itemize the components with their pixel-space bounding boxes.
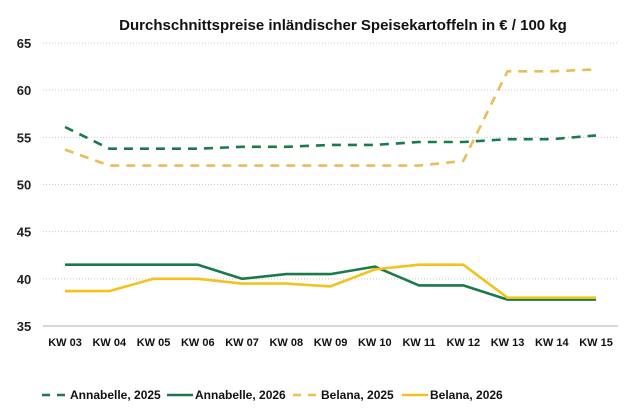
legend-item: Annabelle, 2025 bbox=[42, 388, 161, 402]
x-tick-label: KW 15 bbox=[579, 337, 613, 349]
x-tick-label: KW 06 bbox=[181, 337, 215, 349]
series-line-belana-2025 bbox=[64, 68, 597, 167]
legend-item: Belana, 2026 bbox=[402, 388, 503, 402]
legend-item: Belana, 2025 bbox=[293, 388, 394, 402]
y-tick-label: 35 bbox=[17, 319, 31, 334]
x-tick-label: KW 10 bbox=[358, 337, 392, 349]
x-tick-label: KW 14 bbox=[535, 337, 570, 349]
series-lines bbox=[64, 68, 597, 301]
y-tick-label: 40 bbox=[17, 272, 31, 287]
chart-title: Durchschnittspreise inländischer Speisek… bbox=[119, 17, 567, 34]
x-tick-label: KW 07 bbox=[225, 337, 259, 349]
legend-label: Annabelle, 2025 bbox=[70, 388, 161, 402]
y-tick-label: 65 bbox=[17, 36, 31, 51]
x-tick-label: KW 09 bbox=[314, 337, 348, 349]
series-line-annabelle-2025 bbox=[64, 125, 597, 150]
gridlines bbox=[43, 42, 618, 327]
x-tick-label: KW 08 bbox=[269, 337, 303, 349]
legend-item: Annabelle, 2026 bbox=[167, 388, 286, 402]
y-tick-label: 50 bbox=[17, 178, 31, 193]
x-tick-label: KW 04 bbox=[92, 337, 127, 349]
x-tick-label: KW 05 bbox=[137, 337, 171, 349]
y-tick-label: 45 bbox=[17, 225, 31, 240]
x-tick-label: KW 13 bbox=[491, 337, 525, 349]
x-tick-label: KW 03 bbox=[48, 337, 82, 349]
x-axis-ticks: KW 03 KW 04 KW 05 KW 06 KW 07 KW 08 KW 09 KW 10… bbox=[48, 337, 613, 349]
legend-label: Belana, 2025 bbox=[321, 388, 394, 402]
y-tick-label: 60 bbox=[17, 83, 31, 98]
legend-label: Annabelle, 2026 bbox=[195, 388, 286, 402]
x-tick-label: KW 12 bbox=[446, 337, 480, 349]
y-tick-label: 55 bbox=[17, 130, 31, 145]
legend: Annabelle, 2025 Annabelle, 2026 Belana, 20… bbox=[42, 388, 503, 402]
legend-label: Belana, 2026 bbox=[430, 388, 503, 402]
y-axis-ticks: 35 40 45 50 55 60 65 bbox=[17, 36, 31, 334]
series-line-annabelle-2026 bbox=[65, 263, 596, 301]
x-tick-label: KW 11 bbox=[402, 337, 435, 349]
series-line-belana-2026 bbox=[65, 263, 596, 300]
